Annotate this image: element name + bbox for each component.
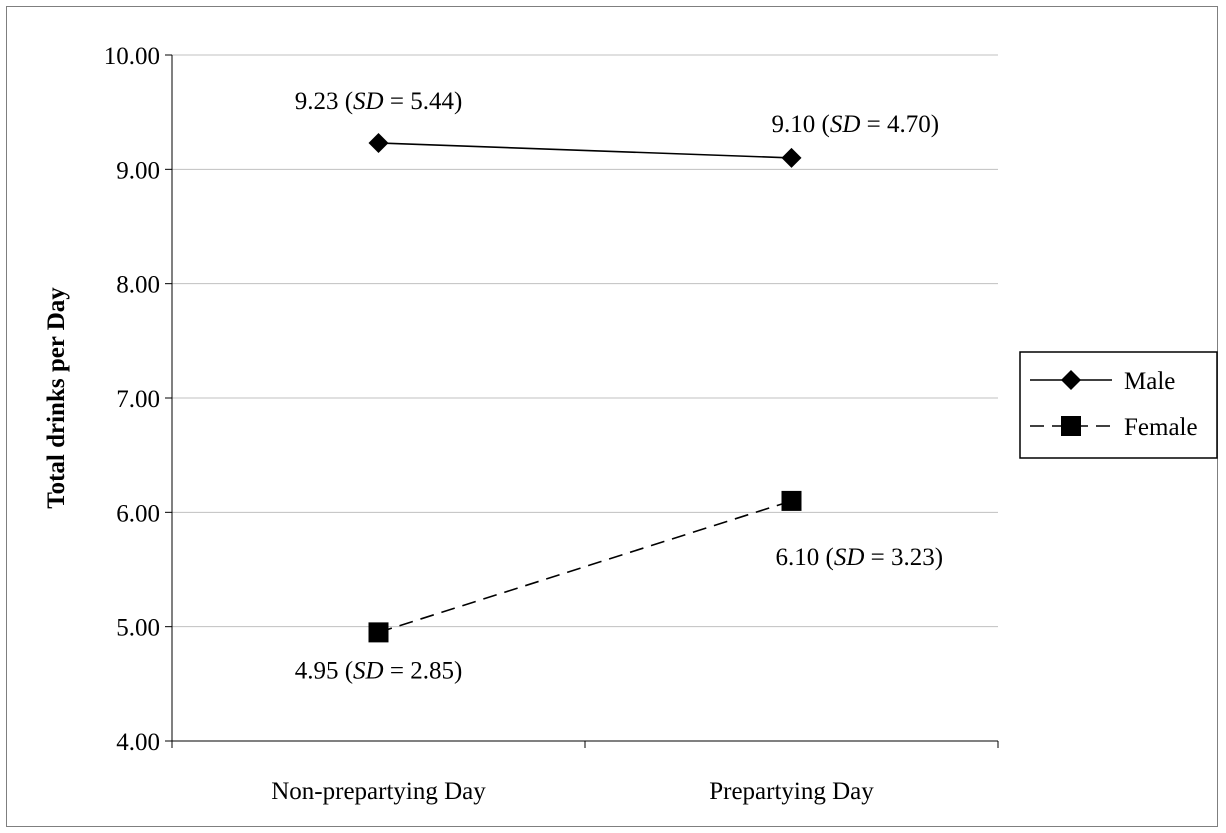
legend: Male Female — [1019, 351, 1218, 459]
gridlines — [172, 54, 998, 628]
y-tick-label: 7.00 — [116, 386, 160, 413]
data-point-female — [781, 490, 802, 511]
y-tick-label: 6.00 — [116, 500, 160, 527]
data-label-male: 9.10 (SD = 4.70) — [772, 111, 940, 138]
legend-item-male: Male — [1030, 368, 1175, 395]
square-icon — [1061, 416, 1081, 436]
y-tick-label: 10.00 — [104, 43, 160, 70]
legend-label-female: Female — [1124, 414, 1198, 441]
series — [368, 133, 802, 643]
y-tick-label: 9.00 — [116, 157, 160, 184]
data-label-female: 6.10 (SD = 3.23) — [776, 544, 944, 571]
legend-item-female: Female — [1030, 414, 1198, 441]
data-labels: 9.23 (SD = 5.44) 9.10 (SD = 4.70) 4.95 (SD… — [295, 88, 943, 684]
y-tick-label: 4.00 — [116, 729, 160, 756]
axes: 4.00 5.00 6.00 7.00 8.00 9.00 10.00 Non-prepart… — [104, 43, 999, 805]
legend-box — [1019, 351, 1218, 459]
data-point-male — [368, 133, 389, 154]
data-point-male — [781, 147, 802, 168]
series-line-female — [378, 500, 792, 634]
y-axis-title: Total drinks per Day — [43, 287, 70, 509]
chart-frame — [6, 6, 1218, 827]
data-label-female: 4.95 (SD = 2.85) — [295, 657, 463, 684]
legend-label-male: Male — [1124, 368, 1175, 395]
x-category-label: Non-prepartying Day — [271, 778, 486, 805]
series-line-male — [378, 142, 792, 159]
y-tick-label: 5.00 — [116, 615, 160, 642]
data-label-male: 9.23 (SD = 5.44) — [295, 88, 463, 115]
x-category-label: Prepartying Day — [709, 778, 874, 805]
diamond-icon — [1061, 370, 1081, 390]
y-tick-label: 8.00 — [116, 272, 160, 299]
data-point-female — [368, 622, 389, 643]
